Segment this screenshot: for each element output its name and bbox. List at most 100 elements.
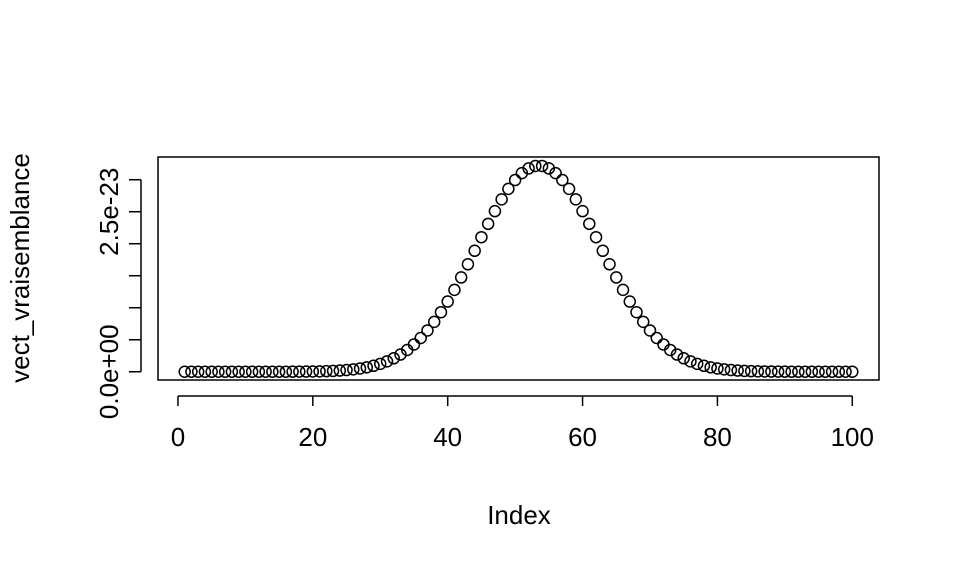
point: [765, 365, 778, 378]
y-axis-label: vect_vraisemblance: [5, 153, 35, 383]
point: [454, 271, 468, 284]
point: [475, 230, 488, 244]
point: [360, 361, 374, 374]
point: [556, 173, 569, 187]
point: [185, 365, 198, 378]
point: [225, 365, 239, 378]
point: [367, 359, 380, 373]
point: [832, 365, 846, 378]
point: [583, 217, 596, 231]
x-tick-label: 0: [171, 422, 185, 452]
point: [650, 331, 663, 345]
point: [488, 204, 502, 218]
point: [663, 343, 677, 357]
point: [569, 193, 583, 206]
point: [805, 365, 819, 378]
x-tick-label: 80: [703, 422, 732, 452]
point: [279, 365, 293, 378]
x-tick-label: 100: [831, 422, 874, 452]
point: [313, 365, 326, 378]
point: [562, 182, 576, 196]
point: [603, 258, 616, 271]
point: [704, 361, 717, 374]
point: [245, 365, 259, 378]
point: [778, 365, 792, 378]
point: [333, 364, 347, 377]
point: [839, 365, 852, 378]
point: [697, 359, 711, 373]
point: [266, 365, 279, 378]
point: [637, 315, 650, 329]
point: [218, 365, 232, 378]
point: [252, 365, 266, 378]
point: [306, 365, 320, 378]
point: [589, 230, 603, 244]
y-tick-label: 2.5e-23: [94, 168, 124, 256]
point: [751, 365, 765, 378]
point: [495, 193, 508, 206]
point: [711, 362, 724, 375]
point: [690, 357, 704, 371]
point: [529, 159, 542, 173]
point: [232, 365, 245, 378]
point: [178, 365, 191, 378]
point: [825, 365, 839, 378]
point: [549, 166, 562, 180]
point: [461, 258, 475, 271]
point: [387, 352, 400, 365]
point: [717, 363, 731, 376]
point: [812, 365, 825, 378]
point: [394, 348, 407, 361]
point: [407, 338, 421, 351]
point: [259, 365, 272, 378]
point: [353, 362, 367, 375]
point: [326, 364, 340, 378]
point: [286, 365, 299, 378]
point: [819, 365, 832, 378]
point: [421, 324, 434, 337]
point: [576, 204, 589, 218]
point: [684, 355, 697, 368]
point: [798, 365, 812, 378]
point: [320, 364, 333, 378]
point: [380, 355, 394, 368]
point: [522, 162, 535, 175]
point: [846, 365, 859, 378]
point: [643, 324, 657, 337]
point: [468, 244, 481, 258]
point: [744, 364, 758, 378]
point: [198, 365, 212, 378]
y-tick-label: 0.0e+00: [94, 324, 124, 419]
x-tick-label: 60: [568, 422, 597, 452]
point: [340, 363, 353, 377]
point: [448, 283, 461, 297]
point: [299, 365, 313, 378]
x-tick-label: 20: [298, 422, 327, 452]
point: [758, 365, 771, 378]
point: [616, 283, 630, 297]
point: [427, 315, 441, 329]
point: [272, 365, 286, 378]
point: [738, 364, 751, 378]
point: [596, 244, 610, 258]
point: [535, 159, 549, 173]
point: [670, 348, 684, 361]
point: [677, 352, 690, 365]
point: [191, 365, 205, 378]
point: [724, 363, 738, 377]
point: [508, 173, 522, 187]
point: [610, 271, 623, 284]
point: [771, 365, 785, 378]
point: [481, 217, 495, 231]
point: [434, 305, 448, 319]
point: [785, 365, 798, 378]
point: [731, 364, 744, 377]
point: [212, 365, 225, 378]
point: [205, 365, 218, 378]
point: [374, 357, 387, 371]
point: [414, 331, 427, 345]
x-axis-label: Index: [487, 500, 551, 530]
point: [347, 363, 360, 376]
plot-box: [157, 156, 880, 381]
